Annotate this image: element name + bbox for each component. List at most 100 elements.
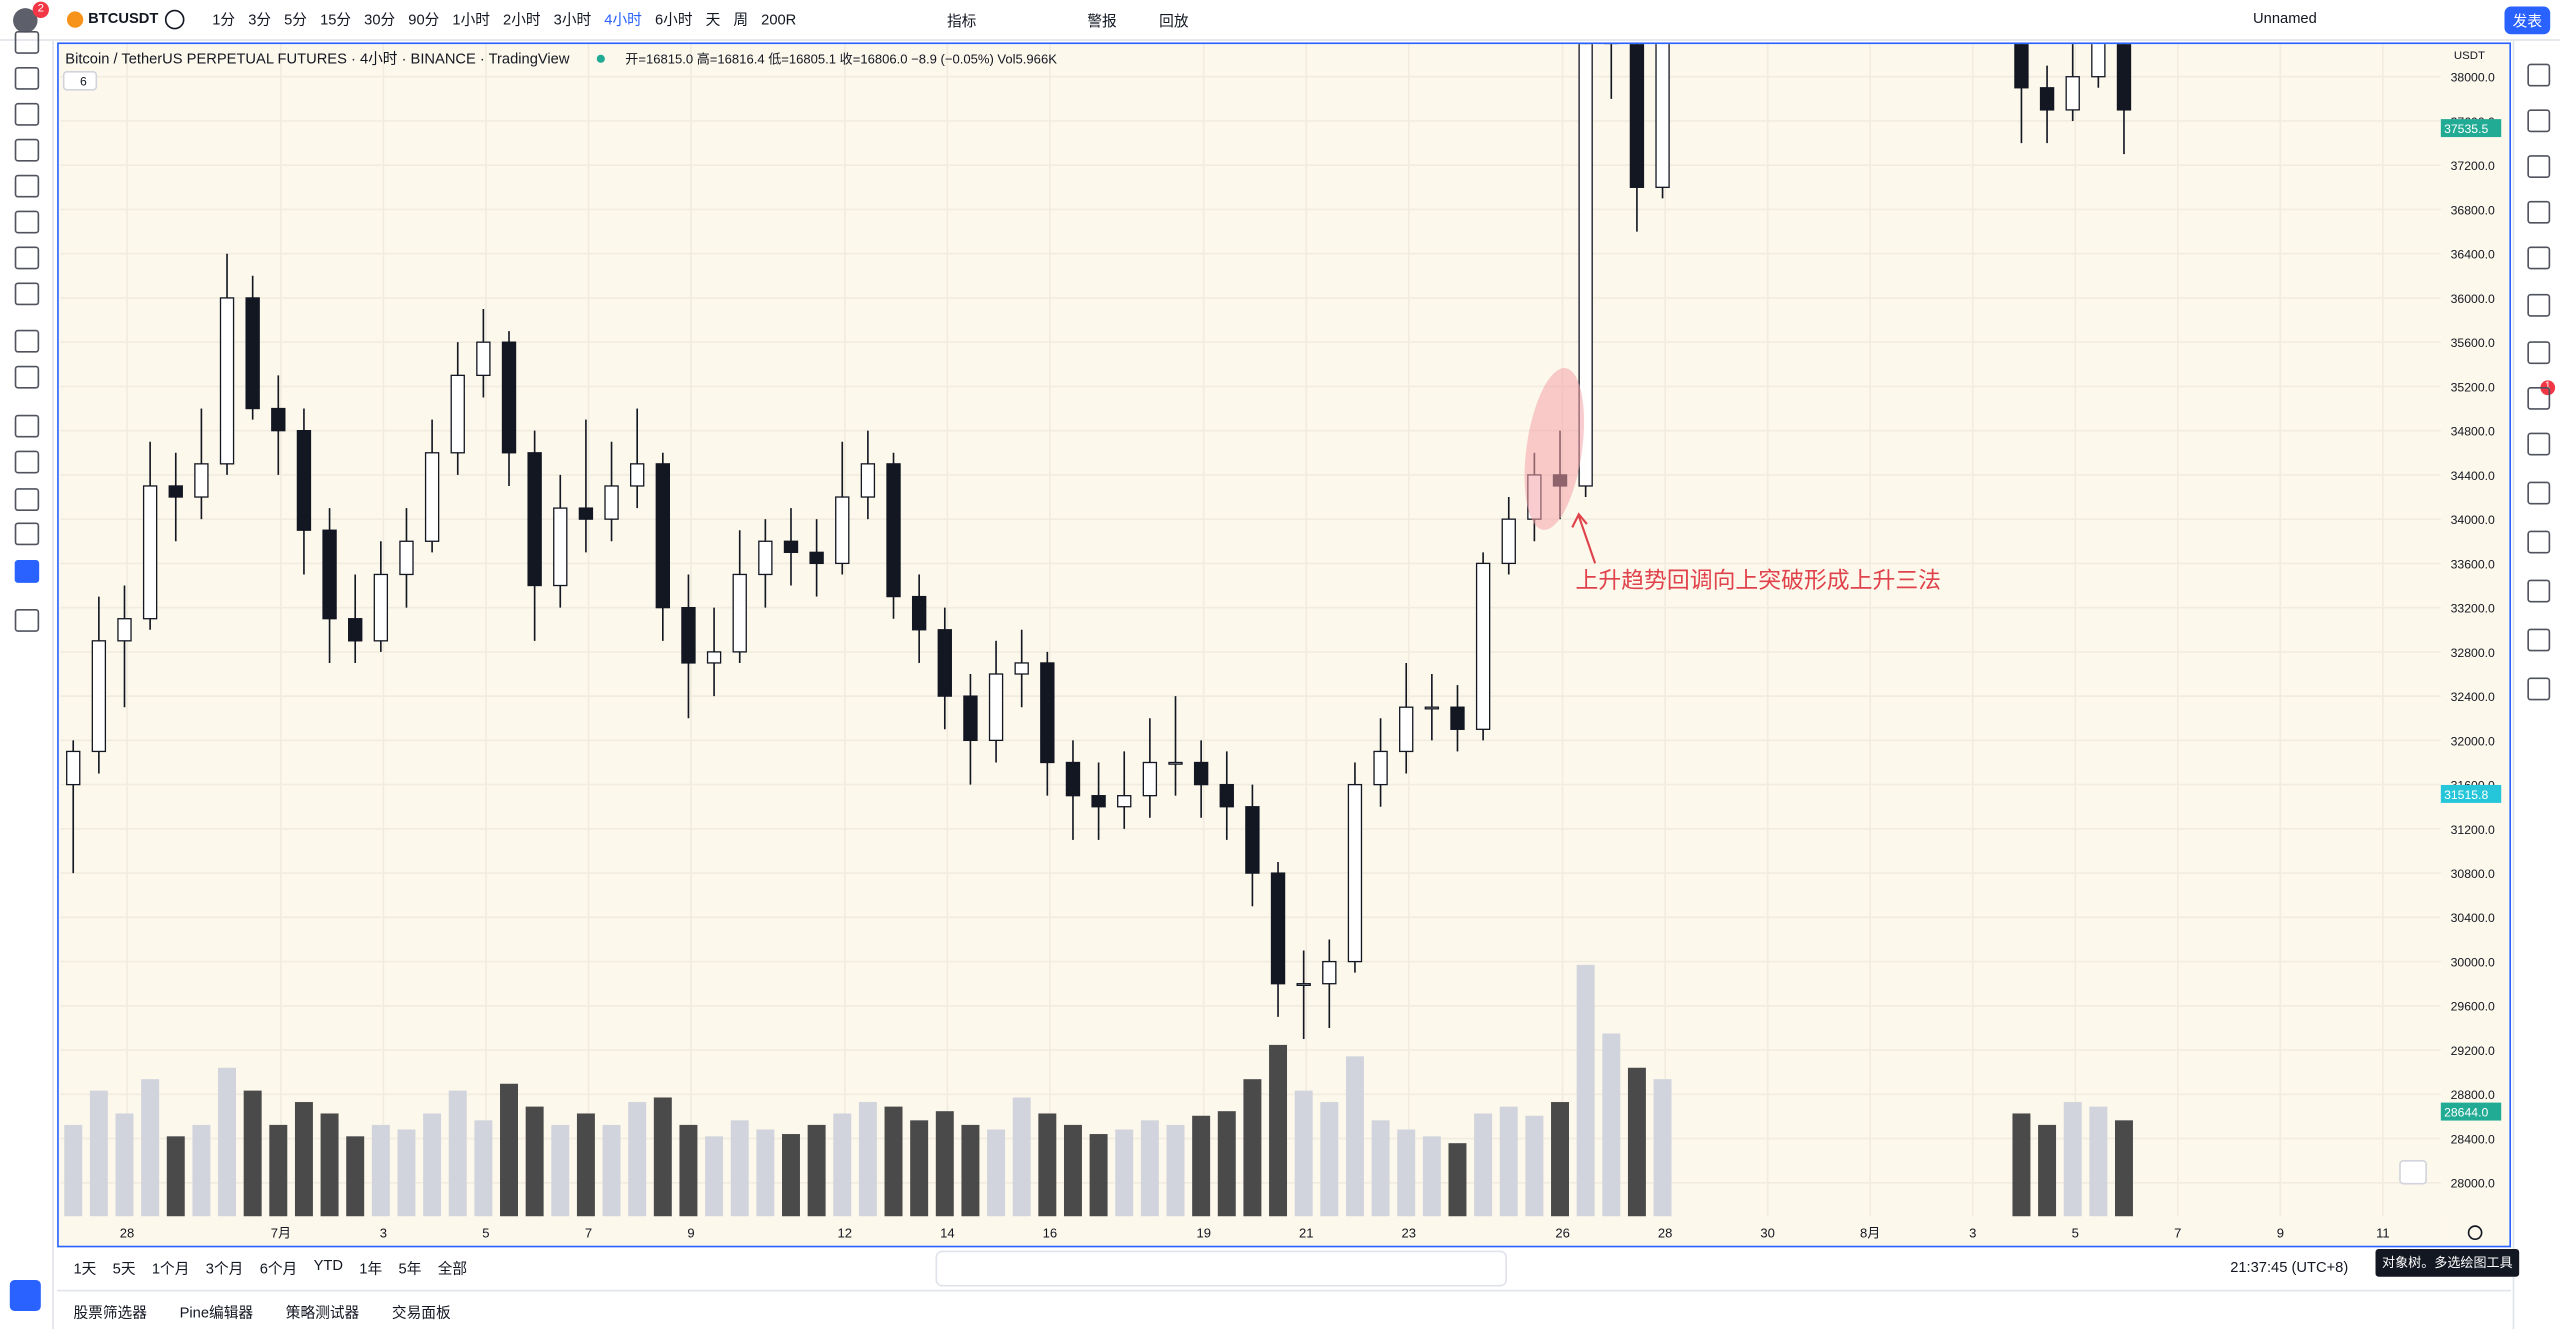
symbol[interactable]: BTCUSDT bbox=[88, 9, 159, 27]
candle-body bbox=[373, 573, 389, 642]
candle-body bbox=[758, 540, 773, 576]
range-button[interactable]: 6个月 bbox=[259, 1260, 298, 1277]
tab[interactable]: 交易面板 bbox=[391, 1304, 451, 1321]
candle-body bbox=[937, 629, 952, 697]
tool-icon[interactable] bbox=[14, 31, 40, 54]
sidebar-icon[interactable] bbox=[2527, 341, 2551, 365]
tool-icon[interactable] bbox=[14, 488, 40, 512]
price-axis bbox=[2440, 44, 2510, 1246]
tool-icon[interactable] bbox=[14, 365, 40, 389]
sidebar-icon[interactable] bbox=[2527, 432, 2551, 456]
sidebar-icon[interactable] bbox=[2527, 246, 2551, 270]
y-tick-label: 36800.0 bbox=[2451, 203, 2495, 217]
time-axis bbox=[58, 1216, 2441, 1246]
x-tick-label: 8月 bbox=[1860, 1226, 1880, 1241]
sidebar-icon[interactable] bbox=[2527, 109, 2551, 133]
tool-icon[interactable] bbox=[14, 138, 40, 162]
range-button[interactable]: 1个月 bbox=[151, 1260, 190, 1277]
publish-button[interactable]: 发表 bbox=[2504, 6, 2551, 35]
volume-bar bbox=[89, 1090, 108, 1217]
tool-icon[interactable] bbox=[14, 522, 40, 546]
volume-bar bbox=[576, 1113, 595, 1217]
tool-icon[interactable] bbox=[14, 414, 40, 438]
candle-body bbox=[1245, 806, 1260, 874]
volume-bar bbox=[807, 1124, 826, 1217]
sidebar-icon[interactable] bbox=[2527, 530, 2551, 554]
compare-button[interactable] bbox=[164, 9, 185, 30]
tool-icon[interactable] bbox=[14, 450, 40, 474]
interval-button[interactable]: 3小时 bbox=[553, 11, 592, 28]
y-tick-label: 32800.0 bbox=[2451, 646, 2495, 660]
candle-body bbox=[1091, 795, 1106, 808]
volume-bar bbox=[2012, 1113, 2031, 1217]
y-tick-label: 30000.0 bbox=[2451, 955, 2495, 969]
candle-body bbox=[348, 618, 363, 642]
tool-icon[interactable] bbox=[14, 174, 40, 198]
interval-button[interactable]: 15分 bbox=[320, 11, 352, 28]
candle-body bbox=[835, 496, 850, 565]
tool-icon[interactable] bbox=[14, 329, 40, 353]
interval-button[interactable]: 3分 bbox=[248, 11, 272, 28]
candle-body bbox=[1117, 795, 1132, 808]
x-tick-label: 3 bbox=[380, 1226, 387, 1241]
interval-button[interactable]: 1小时 bbox=[452, 11, 490, 28]
range-button[interactable]: 1天 bbox=[73, 1260, 97, 1277]
interval-button[interactable]: 5分 bbox=[284, 11, 308, 28]
tool-icon[interactable] bbox=[14, 282, 40, 306]
sidebar-icon[interactable] bbox=[2527, 293, 2551, 317]
candle-body bbox=[1347, 783, 1363, 963]
candle-body bbox=[1040, 662, 1055, 764]
alert-button[interactable]: 警报 bbox=[1087, 13, 1117, 30]
sidebar-icon[interactable] bbox=[2527, 386, 2551, 410]
x-tick-label: 21 bbox=[1299, 1226, 1314, 1241]
tab[interactable]: 策略测试器 bbox=[285, 1304, 360, 1321]
interval-button[interactable]: 1分 bbox=[212, 11, 236, 28]
tool-icon[interactable] bbox=[14, 210, 40, 234]
tab[interactable]: 股票筛选器 bbox=[73, 1304, 147, 1321]
range-button[interactable]: 5年 bbox=[398, 1260, 422, 1277]
sidebar-icon[interactable] bbox=[2527, 200, 2551, 224]
x-tick-label: 7 bbox=[2174, 1226, 2181, 1241]
range-button[interactable]: 全部 bbox=[437, 1260, 468, 1277]
interval-button[interactable]: 周 bbox=[733, 11, 749, 28]
tool-icon[interactable] bbox=[14, 102, 40, 126]
price-tag bbox=[2440, 119, 2502, 138]
interval-button[interactable]: 天 bbox=[705, 11, 721, 28]
interval-button[interactable]: 90分 bbox=[408, 11, 440, 28]
settings-icon[interactable] bbox=[2467, 1225, 2483, 1240]
interval-button[interactable]: 4小时 bbox=[604, 11, 642, 28]
candle-body bbox=[1296, 983, 1311, 986]
range-button[interactable]: 1年 bbox=[359, 1260, 383, 1277]
tool-icon[interactable] bbox=[14, 246, 40, 270]
candle-body bbox=[629, 463, 645, 487]
indicator-toggle[interactable] bbox=[62, 71, 98, 91]
layout-name[interactable]: Unnamed bbox=[2253, 9, 2317, 27]
range-button[interactable]: YTD bbox=[313, 1257, 343, 1274]
sidebar-icon[interactable] bbox=[2527, 155, 2551, 178]
tool-icon[interactable] bbox=[14, 608, 40, 632]
x-tick-label: 9 bbox=[2277, 1226, 2284, 1241]
favorites-button[interactable] bbox=[9, 1280, 41, 1312]
volume-bar bbox=[884, 1106, 903, 1217]
interval-button[interactable]: 30分 bbox=[364, 11, 396, 28]
scroll-button[interactable] bbox=[2399, 1159, 2427, 1185]
interval-button[interactable]: 200R bbox=[761, 11, 797, 28]
range-button[interactable]: 5天 bbox=[112, 1260, 136, 1277]
sidebar-icon[interactable] bbox=[2527, 481, 2551, 505]
tool-icon[interactable] bbox=[14, 66, 40, 90]
volume-bar bbox=[628, 1102, 647, 1217]
sidebar-icon[interactable] bbox=[2527, 63, 2551, 87]
sidebar-icon[interactable] bbox=[2527, 579, 2551, 603]
range-button[interactable]: 3个月 bbox=[205, 1260, 244, 1277]
tool-icon[interactable] bbox=[14, 560, 40, 583]
interval-button[interactable]: 2小时 bbox=[503, 11, 541, 28]
interval-button[interactable]: 6小时 bbox=[654, 11, 693, 28]
tab[interactable]: Pine编辑器 bbox=[179, 1304, 254, 1321]
sidebar-icon[interactable] bbox=[2527, 628, 2551, 652]
sidebar-icon[interactable] bbox=[2527, 677, 2551, 701]
candle-body bbox=[1193, 761, 1209, 786]
price-tag bbox=[2440, 784, 2502, 803]
indicators-button[interactable]: 指标 bbox=[946, 13, 977, 30]
replay-button[interactable]: 回放 bbox=[1159, 13, 1189, 30]
ohlc-legend: 开=16815.0 高=16816.4 低=16805.1 收=16806.0 … bbox=[625, 52, 1057, 67]
